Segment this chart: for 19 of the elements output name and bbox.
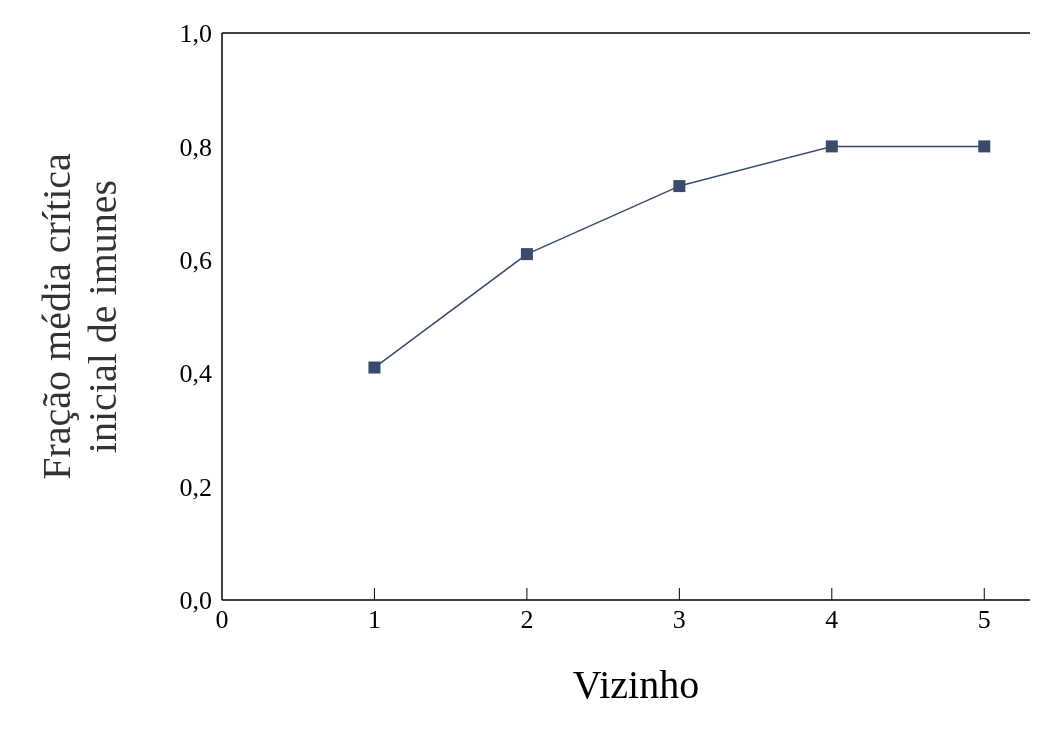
point xyxy=(368,361,381,374)
y-tick-label: 0,2 xyxy=(179,472,212,502)
point xyxy=(825,140,838,153)
x-tick-label: 4 xyxy=(825,605,839,634)
x-tick-label: 2 xyxy=(520,605,534,634)
y-axis-title: Fração média crítica inicial de imunes xyxy=(34,153,125,480)
x-tick-label: 1 xyxy=(367,605,381,634)
y-tick-label: 0,6 xyxy=(179,245,212,275)
x-tick-label: 3 xyxy=(672,605,686,634)
x-axis-title: Vizinho xyxy=(572,662,700,707)
y-tick-label: 0,4 xyxy=(179,359,212,389)
point xyxy=(673,180,686,193)
x-tick-label: 5 xyxy=(977,605,991,634)
y-tick-label: 0,8 xyxy=(179,132,212,162)
point xyxy=(978,140,991,153)
x-tick-label: 0 xyxy=(215,605,229,634)
y-tick-label: 1,0 xyxy=(179,19,212,49)
point xyxy=(520,248,533,261)
y-tick-label: 0,0 xyxy=(179,586,212,616)
